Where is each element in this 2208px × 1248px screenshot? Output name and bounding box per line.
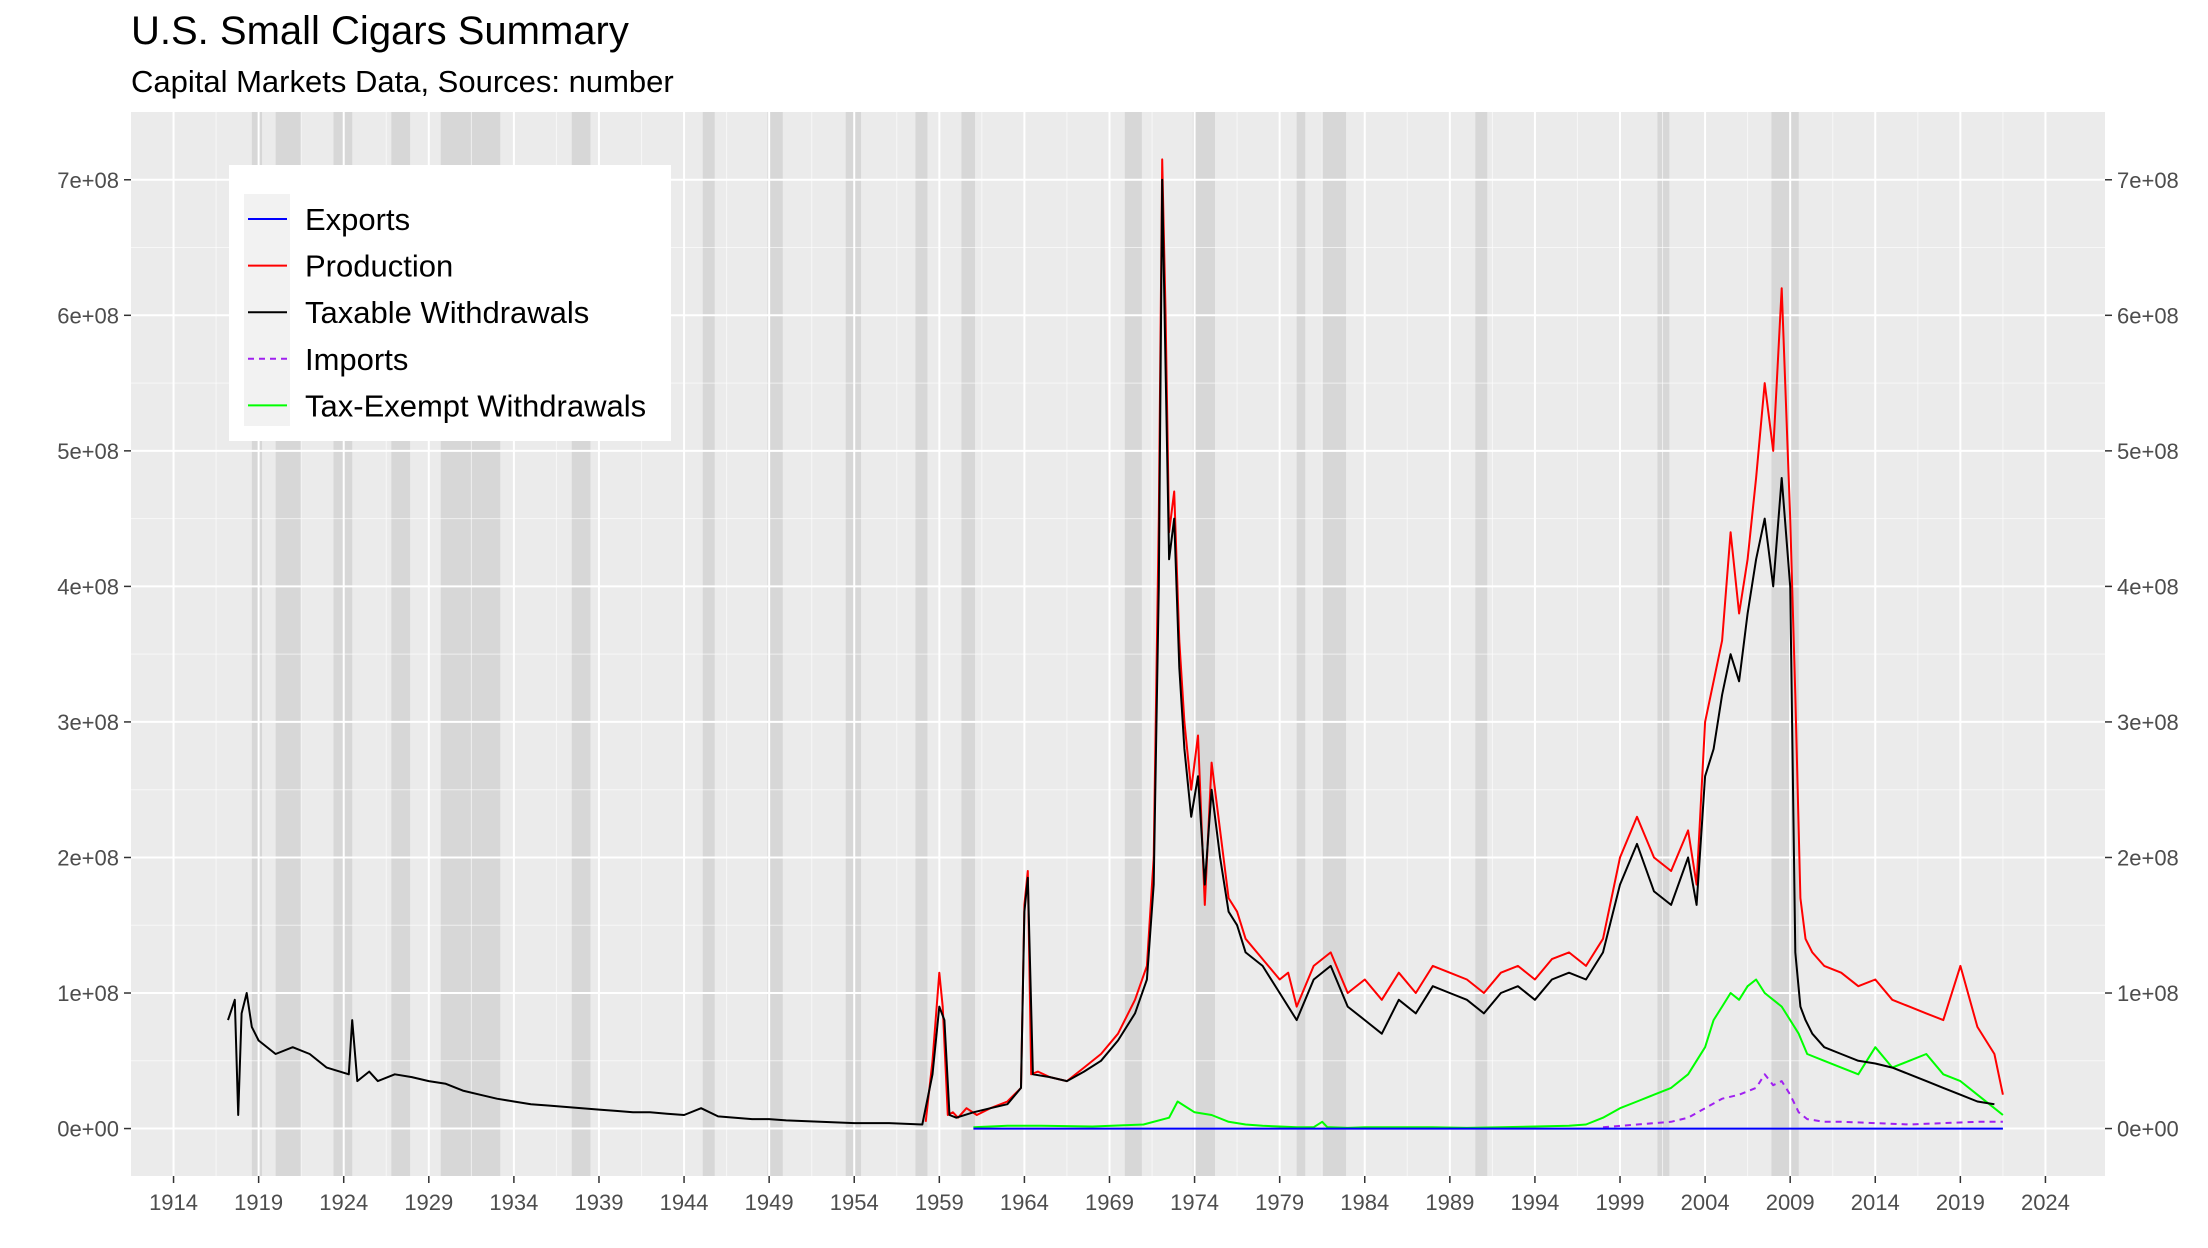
x-tick-label: 1924 <box>319 1190 368 1215</box>
y-tick-label-right: 2e+08 <box>2117 845 2179 870</box>
y-tick-label-right: 1e+08 <box>2117 981 2179 1006</box>
legend-label: Exports <box>305 202 410 237</box>
x-tick-label: 1954 <box>830 1190 879 1215</box>
x-tick-label: 1914 <box>149 1190 198 1215</box>
y-tick-label-right: 5e+08 <box>2117 439 2179 464</box>
legend-label: Production <box>305 249 453 284</box>
series-line-tax-exempt-withdrawals <box>973 978 2004 1129</box>
legend-key-bg <box>244 194 290 426</box>
recession-band <box>1475 112 1488 1176</box>
y-tick-label: 7e+08 <box>57 168 119 193</box>
recession-band <box>1657 112 1670 1176</box>
y-tick-label: 1e+08 <box>57 981 119 1006</box>
legend-box <box>229 165 671 441</box>
x-tick-label: 1974 <box>1170 1190 1219 1215</box>
y-tick-label: 2e+08 <box>57 845 119 870</box>
y-tick-label-right: 0e+00 <box>2117 1117 2179 1142</box>
x-tick-label: 2009 <box>1766 1190 1815 1215</box>
x-tick-label: 2024 <box>2021 1190 2070 1215</box>
series-line-production <box>924 158 2004 1122</box>
x-axis: 1914 1919 1924 1929 1934 1939 1944 1949 1954 1959… <box>149 1176 2070 1215</box>
y-tick-label-right: 7e+08 <box>2117 168 2179 193</box>
chart-title: U.S. Small Cigars Summary <box>131 9 629 53</box>
recession-band <box>915 112 928 1176</box>
recession-band <box>1192 112 1215 1176</box>
x-tick-label: 2014 <box>1851 1190 1900 1215</box>
series-layer <box>227 158 2004 1130</box>
x-tick-label: 1939 <box>574 1190 623 1215</box>
x-tick-label: 1919 <box>234 1190 283 1215</box>
x-tick-label: 1949 <box>745 1190 794 1215</box>
y-axis-left: 0e+00 1e+08 2e+08 3e+08 4e+08 5e+08 6e+08 7e+08 <box>57 168 131 1142</box>
y-tick-label: 0e+00 <box>57 1117 119 1142</box>
y-tick-label: 3e+08 <box>57 710 119 735</box>
x-tick-label: 2019 <box>1936 1190 1985 1215</box>
y-tick-label-right: 4e+08 <box>2117 574 2179 599</box>
x-tick-label: 1964 <box>1000 1190 1049 1215</box>
x-tick-label: 1989 <box>1425 1190 1474 1215</box>
series-line-imports <box>1602 1073 2003 1129</box>
y-tick-label-right: 6e+08 <box>2117 303 2179 328</box>
recession-band <box>251 112 263 1176</box>
recession-band <box>1322 112 1347 1176</box>
y-axis-right: 0e+00 1e+08 2e+08 3e+08 4e+08 5e+08 6e+08 7e+08 <box>2105 168 2179 1142</box>
y-tick-label: 4e+08 <box>57 574 119 599</box>
recession-band <box>1124 112 1142 1176</box>
recession-band <box>961 112 976 1176</box>
x-tick-label: 2004 <box>1681 1190 1730 1215</box>
x-tick-label: 1959 <box>915 1190 964 1215</box>
y-tick-label-right: 3e+08 <box>2117 710 2179 735</box>
recession-band <box>1296 112 1306 1176</box>
legend-label: Taxable Withdrawals <box>305 295 589 330</box>
chart-subtitle: Capital Markets Data, Sources: number <box>131 64 674 99</box>
legend-label: Imports <box>305 342 408 377</box>
x-tick-label: 1979 <box>1255 1190 1304 1215</box>
x-tick-label: 1934 <box>489 1190 538 1215</box>
x-tick-label: 1969 <box>1085 1190 1134 1215</box>
recession-band <box>767 112 783 1176</box>
x-tick-label: 1929 <box>404 1190 453 1215</box>
series-line-taxable-withdrawals <box>227 178 1995 1126</box>
legend-label: Tax-Exempt Withdrawals <box>305 388 646 423</box>
recession-band <box>702 112 715 1176</box>
x-tick-label: 1994 <box>1510 1190 1559 1215</box>
y-tick-label: 5e+08 <box>57 439 119 464</box>
y-tick-label: 6e+08 <box>57 303 119 328</box>
x-tick-label: 1999 <box>1596 1190 1645 1215</box>
x-tick-label: 1984 <box>1340 1190 1389 1215</box>
x-tick-label: 1944 <box>660 1190 709 1215</box>
legend: Exports Production Taxable Withdrawals Impo… <box>229 165 671 441</box>
